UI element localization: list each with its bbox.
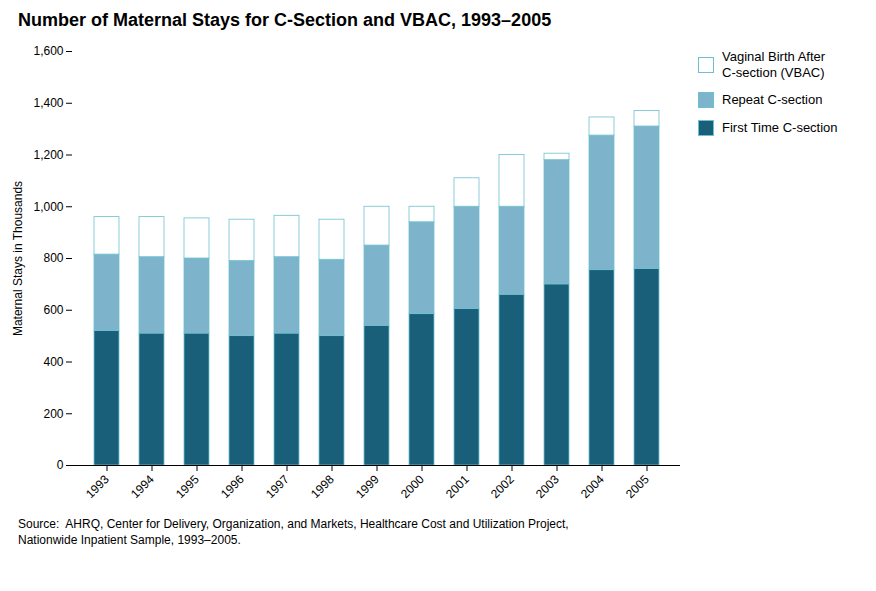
svg-text:1997: 1997 [263,472,292,501]
html-text:Source: AHRQ, Center for Deliv: Source: AHRQ, Center for Delivery, Organ… [18,517,569,547]
svg-text:1998: 1998 [308,472,337,501]
svg-text:1,200: 1,200 [33,148,63,162]
svg-text:1995: 1995 [173,472,202,501]
svg-text:1,000: 1,000 [33,200,63,214]
svg-text:1994: 1994 [128,472,157,501]
svg-text:1999: 1999 [353,472,382,501]
svg-text:800: 800 [43,251,63,265]
svg-text:600: 600 [43,303,63,317]
svg-text:2005: 2005 [623,472,652,501]
svg-text:2001: 2001 [443,472,472,501]
svg-text:1993: 1993 [83,472,112,501]
svg-text:1996: 1996 [218,472,247,501]
svg-text:2002: 2002 [488,472,517,501]
svg-text:200: 200 [43,407,63,421]
svg-text:2003: 2003 [533,472,562,501]
svg-text:400: 400 [43,355,63,369]
html-text:Number of Maternal Stays for C: Number of Maternal Stays for C-Section a… [18,10,552,30]
html-text:Vaginal Birth After C-section: Vaginal Birth After C-section (VBAC) [722,49,826,80]
svg-text:0: 0 [57,458,64,472]
svg-text:Maternal Stays in Thousands: Maternal Stays in Thousands [11,181,25,336]
svg-text:1,400: 1,400 [33,96,63,110]
html-text:Repeat C-section: Repeat C-section [722,92,823,108]
html-text:First Time C-section: First Time C-section [722,120,838,136]
svg-text:1,600: 1,600 [33,44,63,58]
svg-text:2000: 2000 [398,472,427,501]
svg-text:2004: 2004 [578,472,607,501]
